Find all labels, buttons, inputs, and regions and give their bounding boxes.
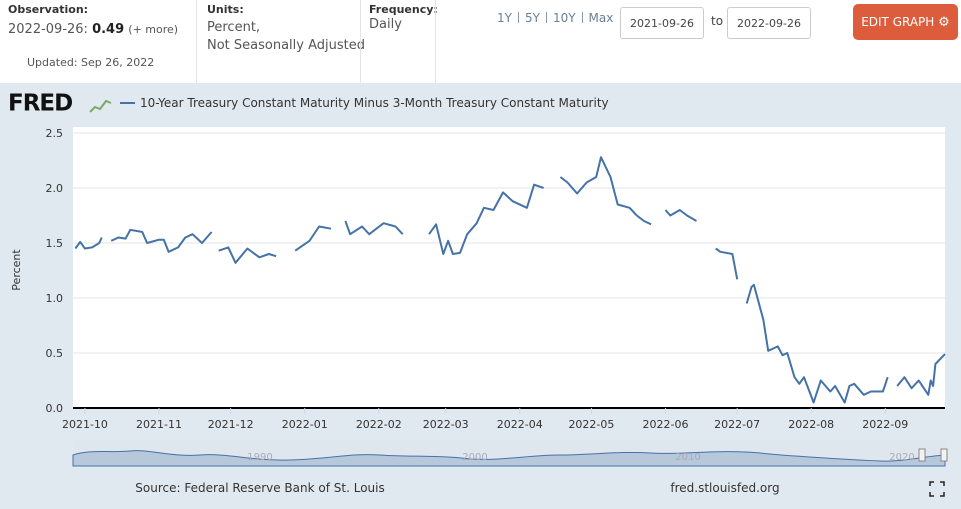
x-tick-label: 2022-02 bbox=[356, 418, 402, 431]
observation-label: Observation: bbox=[8, 3, 89, 16]
y-axis-label: Percent bbox=[10, 249, 23, 291]
units-label: Units: bbox=[207, 3, 244, 16]
x-tick-label: 2022-05 bbox=[568, 418, 614, 431]
observation-value: 0.49 bbox=[92, 22, 125, 37]
x-tick-label: 2021-12 bbox=[208, 418, 254, 431]
to-label: to bbox=[711, 14, 724, 28]
range-links: 1Y 5Y 10Y Max bbox=[497, 11, 613, 25]
navigator-label: 1990 bbox=[247, 452, 272, 463]
source: Source: Federal Reserve Bank of St. Loui… bbox=[135, 481, 384, 495]
navigator-series bbox=[72, 450, 946, 467]
edit-graph-button[interactable]: EDIT GRAPH ⚙ bbox=[853, 4, 958, 40]
x-tick-label: 2022-04 bbox=[497, 418, 543, 431]
series-line bbox=[74, 156, 946, 404]
range-link[interactable]: 1Y bbox=[497, 11, 512, 25]
x-tick-label: 2021-11 bbox=[136, 418, 182, 431]
divider bbox=[360, 0, 361, 83]
navigator-handle[interactable] bbox=[940, 448, 948, 462]
x-tick-label: 2022-08 bbox=[788, 418, 834, 431]
divider bbox=[435, 0, 436, 83]
range-link[interactable]: Max bbox=[588, 11, 614, 25]
units-line: Not Seasonally Adjusted bbox=[207, 38, 365, 53]
x-tick-label: 2022-09 bbox=[862, 418, 908, 431]
navigator-label: 2000 bbox=[462, 452, 487, 463]
x-tick-label: 2022-03 bbox=[423, 418, 469, 431]
observation-date: 2022-09-26: bbox=[8, 22, 88, 37]
y-tick-label: 2.0 bbox=[46, 182, 64, 195]
x-tick-label: 2021-10 bbox=[62, 418, 108, 431]
y-tick-label: 1.5 bbox=[46, 237, 64, 250]
observation: 2022-09-26: 0.49 (+ more) bbox=[8, 21, 188, 38]
logo-icon bbox=[89, 99, 112, 113]
divider bbox=[196, 0, 197, 83]
navigator-handle[interactable] bbox=[918, 448, 926, 462]
chart: FRED Percent 1990 2000 2010 2020 Source:… bbox=[0, 83, 961, 509]
units: Percent, Not Seasonally Adjusted bbox=[207, 19, 365, 55]
site[interactable]: fred.stlouisfed.org bbox=[670, 481, 779, 495]
button-label: EDIT GRAPH bbox=[861, 15, 935, 29]
y-tick-label: 2.5 bbox=[46, 127, 64, 140]
y-tick-label: 0.0 bbox=[46, 402, 64, 415]
x-tick-label: 2022-01 bbox=[282, 418, 328, 431]
range-link[interactable]: 10Y bbox=[552, 11, 576, 25]
start-date-input[interactable]: 2021-09-26 bbox=[620, 7, 704, 39]
navigator-label: 2010 bbox=[675, 452, 700, 463]
x-tick-label: 2022-07 bbox=[714, 418, 760, 431]
legend-label: 10-Year Treasury Constant Maturity Minus… bbox=[140, 96, 609, 110]
navigator-label: 2020 bbox=[889, 452, 914, 463]
logo: FRED bbox=[8, 91, 72, 117]
end-date-input[interactable]: 2022-09-26 bbox=[727, 7, 811, 39]
fullscreen-icon[interactable] bbox=[929, 481, 945, 497]
units-line: Percent, bbox=[207, 20, 261, 35]
x-tick-label: 2022-06 bbox=[642, 418, 688, 431]
frequency-label: Frequency: bbox=[369, 3, 438, 16]
plot-area bbox=[73, 127, 945, 408]
range-link[interactable]: 5Y bbox=[524, 11, 540, 25]
frequency: Daily bbox=[369, 17, 402, 32]
y-tick-label: 1.0 bbox=[46, 292, 64, 305]
updated: Updated: Sep 26, 2022 bbox=[27, 56, 155, 69]
y-tick-label: 0.5 bbox=[46, 347, 64, 360]
more-link[interactable]: (+ more) bbox=[128, 23, 179, 36]
